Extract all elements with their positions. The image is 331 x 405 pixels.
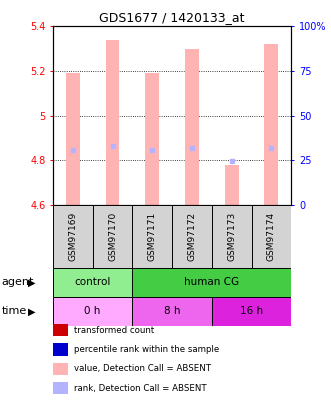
Title: GDS1677 / 1420133_at: GDS1677 / 1420133_at [99, 11, 245, 24]
Text: GSM97170: GSM97170 [108, 212, 117, 261]
Text: transformed count: transformed count [74, 326, 155, 335]
Text: 16 h: 16 h [240, 307, 263, 316]
Text: percentile rank within the sample: percentile rank within the sample [74, 345, 220, 354]
Bar [132, 205, 172, 268]
Text: value, Detection Call = ABSENT: value, Detection Call = ABSENT [74, 364, 212, 373]
Text: GSM97172: GSM97172 [187, 212, 197, 261]
Text: rank, Detection Call = ABSENT: rank, Detection Call = ABSENT [74, 384, 207, 393]
Bar [145, 73, 159, 205]
Bar [106, 40, 119, 205]
Text: GSM97169: GSM97169 [68, 212, 77, 261]
Bar [264, 44, 278, 205]
Bar [66, 73, 80, 205]
Text: human CG: human CG [184, 277, 239, 287]
Text: 0 h: 0 h [84, 307, 101, 316]
Bar [172, 205, 212, 268]
Bar [185, 49, 199, 205]
Bar [53, 297, 132, 326]
Bar [212, 297, 291, 326]
Bar [132, 297, 212, 326]
Text: GSM97173: GSM97173 [227, 212, 236, 261]
Bar [93, 205, 132, 268]
Text: 8 h: 8 h [164, 307, 180, 316]
Bar [132, 268, 291, 297]
Text: GSM97171: GSM97171 [148, 212, 157, 261]
Text: ▶: ▶ [28, 307, 35, 316]
Text: control: control [74, 277, 111, 287]
Bar [53, 268, 132, 297]
Bar [53, 205, 93, 268]
Text: ▶: ▶ [28, 277, 35, 287]
Text: agent: agent [2, 277, 34, 287]
Text: time: time [2, 307, 27, 316]
Bar [225, 165, 239, 205]
Bar [252, 205, 291, 268]
Bar [212, 205, 252, 268]
Text: GSM97174: GSM97174 [267, 212, 276, 261]
